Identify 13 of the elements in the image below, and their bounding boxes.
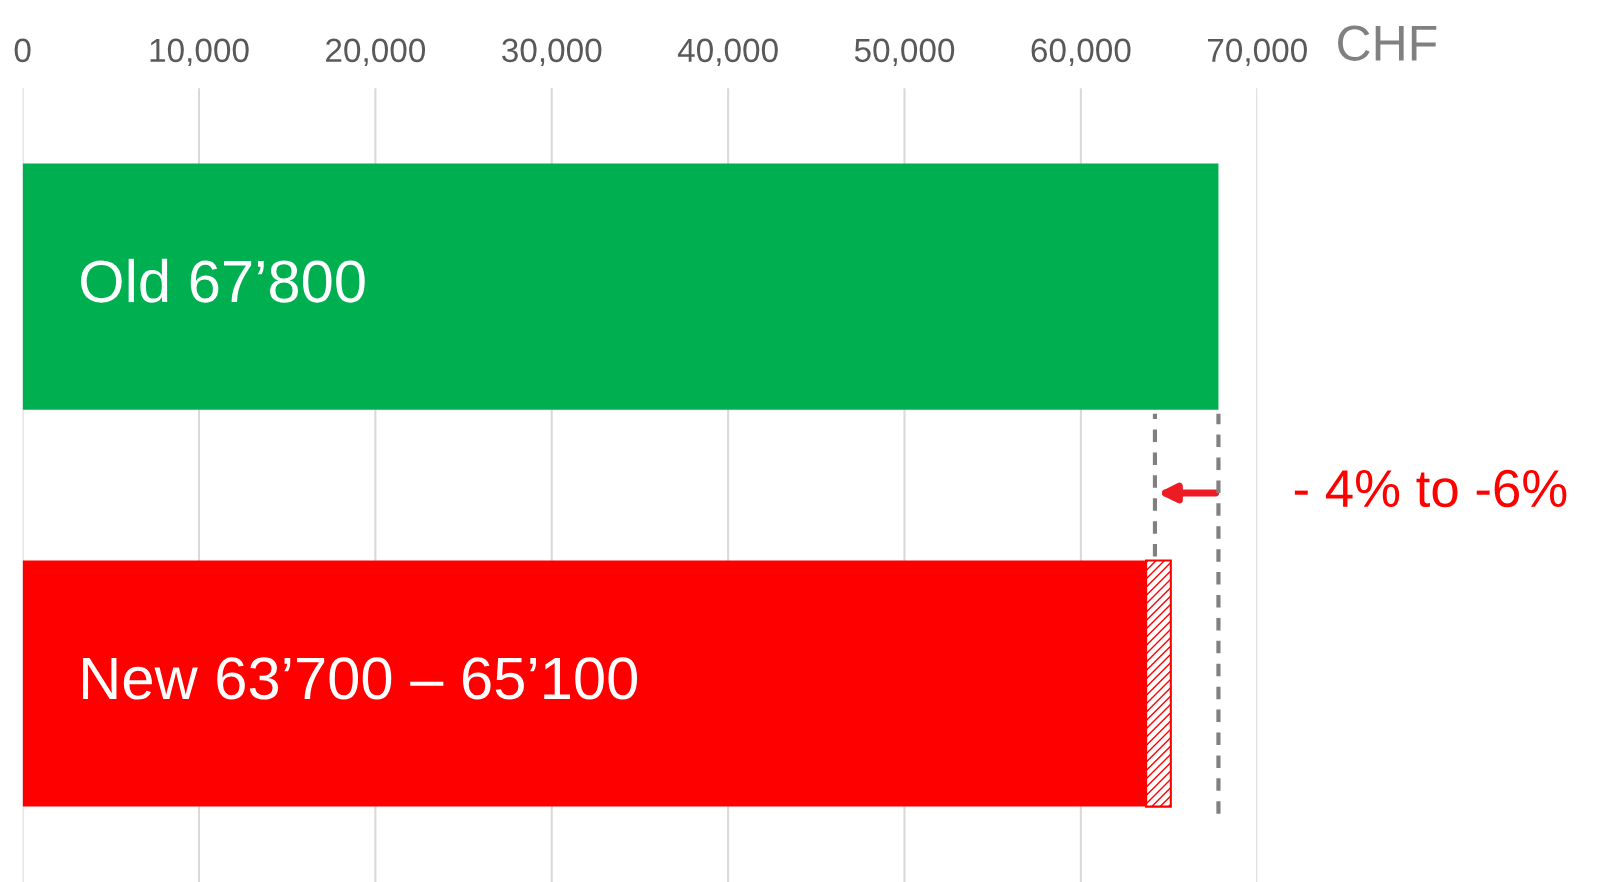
x-tick-label: 10,000 [150, 38, 249, 67]
x-tick-label: 20,000 [326, 38, 426, 67]
x-tick-label: 60,000 [1031, 38, 1131, 67]
x-tick-label: 40,000 [677, 38, 778, 67]
data-label: New 63’700 – 65’100 [83, 657, 637, 700]
x-tick-label: 50,000 [854, 38, 955, 67]
x-tick-label: 30,000 [502, 38, 602, 67]
text: - 4% to -6% [1294, 469, 1567, 508]
x-tick-label: 0 [14, 38, 31, 63]
x-axis-title: CHF [1338, 25, 1437, 61]
x-tick-label: 70,000 [1207, 38, 1307, 67]
bar [22, 163, 1219, 410]
data-label: Old 67’800 [81, 258, 365, 303]
